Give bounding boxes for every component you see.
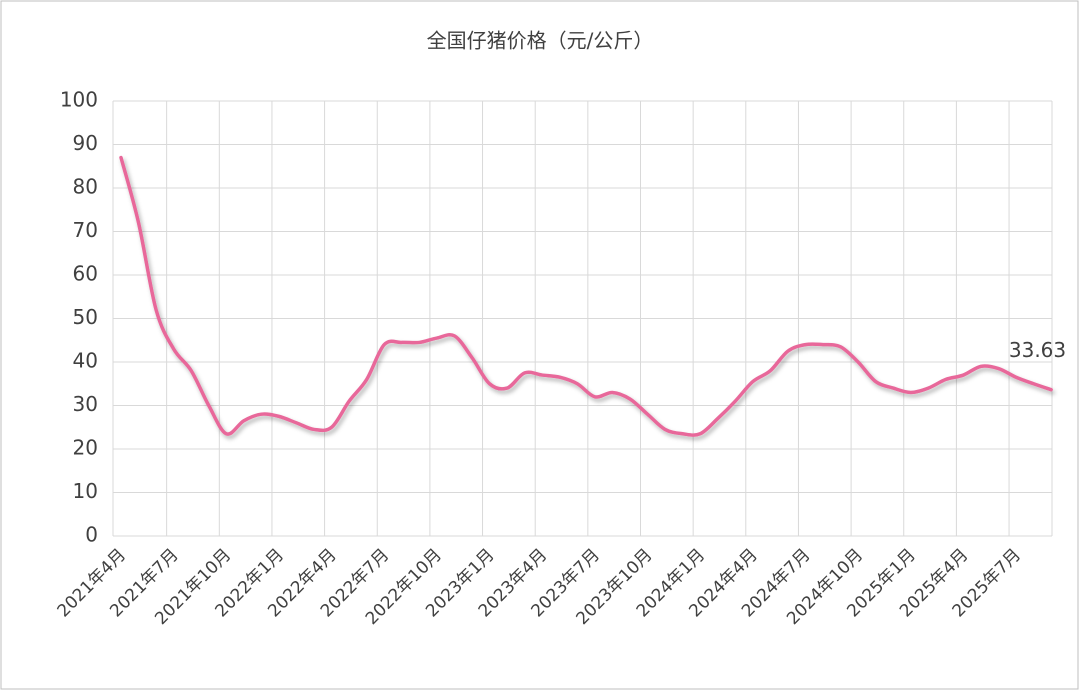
y-tick-label: 0 xyxy=(85,523,98,547)
y-tick-label: 20 xyxy=(73,436,98,460)
y-tick-label: 50 xyxy=(73,305,98,329)
chart-title: 全国仔猪价格（元/公斤） xyxy=(427,29,654,53)
y-tick-label: 100 xyxy=(60,88,98,112)
y-tick-label: 30 xyxy=(73,392,98,416)
y-tick-label: 60 xyxy=(73,262,98,286)
y-tick-label: 80 xyxy=(73,175,98,199)
data-label: 33.63 xyxy=(1009,338,1066,362)
y-tick-label: 40 xyxy=(73,349,98,373)
y-tick-label: 10 xyxy=(73,479,98,503)
y-tick-label: 70 xyxy=(73,218,98,242)
price-line xyxy=(119,155,1053,437)
y-tick-label: 90 xyxy=(73,131,98,155)
